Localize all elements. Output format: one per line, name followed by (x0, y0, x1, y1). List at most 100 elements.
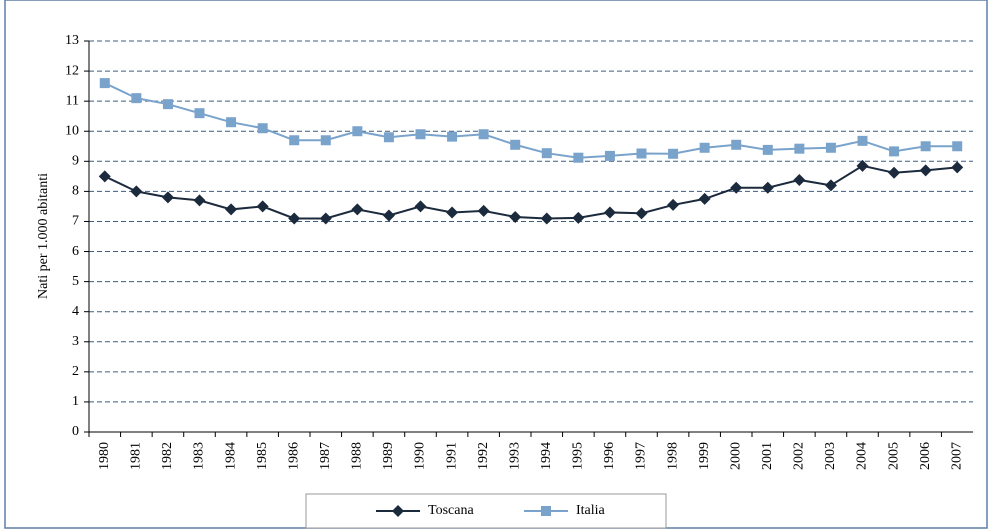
point (762, 144, 773, 155)
point (730, 181, 743, 194)
y-axis-label: Nati per 1.000 abitanti (36, 173, 51, 299)
point (257, 123, 268, 134)
x-tick-label: 1983 (192, 442, 207, 470)
point (415, 129, 426, 140)
x-tick-label: 2004 (855, 442, 870, 470)
point (193, 194, 206, 207)
point (604, 150, 615, 161)
legend-label: Toscana (428, 503, 474, 518)
point (131, 93, 142, 104)
point (698, 192, 711, 205)
legend-label: Italia (576, 503, 606, 518)
point (447, 131, 458, 142)
y-tick-label: 9 (72, 154, 79, 169)
x-tick-label: 1998 (665, 442, 680, 470)
y-tick-label: 3 (72, 334, 79, 349)
point (288, 212, 301, 225)
point (162, 99, 173, 110)
x-tick-label: 1994 (539, 442, 554, 470)
x-tick-label: 1992 (476, 442, 491, 470)
point (98, 170, 111, 183)
point (382, 209, 395, 222)
x-tick-label: 1995 (571, 442, 586, 470)
x-tick-label: 1987 (318, 442, 333, 470)
x-tick-label: 1984 (223, 442, 238, 470)
y-tick-label: 1 (72, 394, 79, 409)
point (225, 203, 238, 216)
legend-box (305, 493, 667, 529)
x-tick-label: 1993 (507, 442, 522, 470)
x-tick-label: 1988 (350, 442, 365, 470)
point (352, 126, 363, 137)
point (351, 203, 364, 216)
point (794, 143, 805, 154)
x-tick-label: 1999 (697, 442, 712, 470)
point (509, 210, 522, 223)
y-tick-label: 2 (72, 364, 79, 379)
point (635, 207, 648, 220)
point (478, 129, 489, 140)
y-tick-label: 6 (72, 244, 79, 259)
x-tick-label: 2001 (760, 442, 775, 470)
point (761, 181, 774, 194)
point (856, 159, 869, 172)
point (130, 185, 143, 198)
point (99, 78, 110, 89)
point (636, 148, 647, 159)
y-tick-label: 10 (65, 123, 79, 138)
point (573, 152, 584, 163)
point (541, 148, 552, 159)
point (256, 200, 269, 213)
x-tick-label: 2006 (918, 442, 933, 470)
point (540, 212, 553, 225)
point (226, 117, 237, 128)
point (731, 139, 742, 150)
x-tick-label: 2007 (949, 442, 964, 470)
x-tick-label: 2003 (823, 442, 838, 470)
x-tick-label: 1991 (444, 442, 459, 470)
x-tick-label: 2000 (728, 442, 743, 470)
y-tick-label: 7 (72, 214, 79, 229)
point (825, 142, 836, 153)
series-line (104, 82, 958, 159)
x-tick-label: 1986 (286, 442, 301, 470)
x-tick-label: 1981 (129, 442, 144, 470)
point (383, 132, 394, 143)
x-tick-label: 1985 (255, 442, 270, 470)
point (920, 141, 931, 152)
point (793, 173, 806, 186)
point (477, 204, 490, 217)
y-tick-label: 12 (65, 63, 79, 78)
x-tick-label: 1989 (381, 442, 396, 470)
point (510, 139, 521, 150)
y-tick-label: 11 (66, 93, 79, 108)
point (699, 142, 710, 153)
y-tick-label: 4 (72, 304, 79, 319)
point (951, 161, 964, 174)
point (161, 191, 174, 204)
point (289, 135, 300, 146)
frame (4, 0, 988, 529)
x-tick-label: 1980 (97, 442, 112, 470)
y-tick-label: 5 (72, 274, 79, 289)
y-tick-label: 13 (65, 33, 79, 48)
x-tick-label: 1996 (602, 442, 617, 470)
point (446, 206, 459, 219)
point (889, 146, 900, 157)
series-line (104, 164, 958, 220)
point (668, 148, 679, 159)
point (572, 211, 585, 224)
x-tick-label: 1990 (413, 442, 428, 470)
point (603, 206, 616, 219)
y-tick-label: 0 (72, 424, 79, 439)
y-tick-label: 8 (72, 184, 79, 199)
point (888, 166, 901, 179)
x-tick-label: 1982 (160, 442, 175, 470)
point (194, 108, 205, 119)
legend-marker (392, 505, 404, 517)
legend-marker (541, 506, 551, 516)
point (952, 141, 963, 152)
point (320, 135, 331, 146)
point (857, 135, 868, 146)
